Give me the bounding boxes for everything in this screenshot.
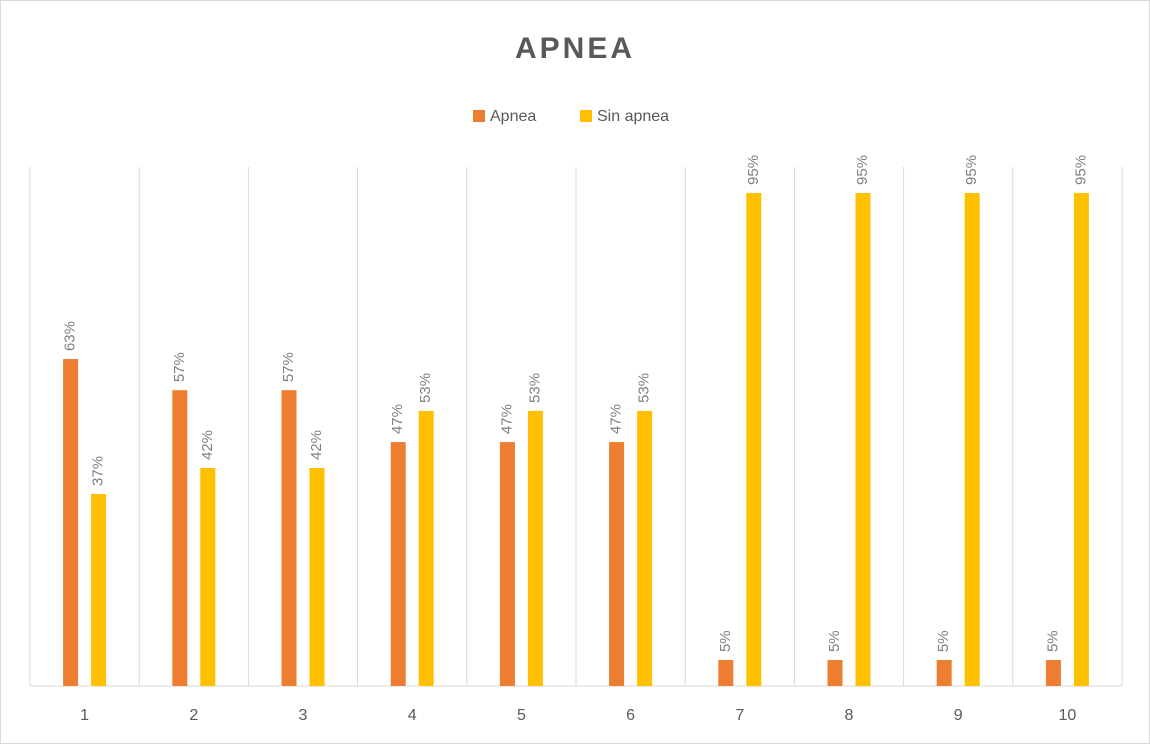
bar <box>964 192 980 686</box>
legend-swatch <box>473 110 485 122</box>
bar <box>309 468 325 686</box>
x-tick-label: 1 <box>80 707 89 724</box>
bar <box>527 410 543 686</box>
value-label: 37% <box>90 456 107 486</box>
bar <box>827 660 843 686</box>
bar <box>281 390 297 686</box>
x-tick-label: 7 <box>735 707 744 724</box>
bar <box>172 390 188 686</box>
legend-swatch <box>580 110 592 122</box>
bar <box>499 442 515 686</box>
bar <box>609 442 625 686</box>
value-label: 42% <box>308 430 325 460</box>
bar <box>200 468 216 686</box>
value-label: 63% <box>62 321 79 351</box>
value-label: 95% <box>854 155 871 185</box>
value-label: 53% <box>636 373 653 403</box>
bar <box>63 359 79 686</box>
value-label: 47% <box>389 404 406 434</box>
bar <box>390 442 406 686</box>
x-tick-label: 3 <box>299 707 308 724</box>
value-label: 47% <box>608 404 625 434</box>
value-label: 53% <box>417 373 434 403</box>
value-label: 53% <box>526 373 543 403</box>
value-label: 42% <box>199 430 216 460</box>
bar <box>1045 660 1061 686</box>
value-label: 5% <box>935 630 952 652</box>
legend-label: Apnea <box>490 108 536 125</box>
x-tick-label: 8 <box>845 707 854 724</box>
bar <box>1073 192 1089 686</box>
x-tick-label: 6 <box>626 707 635 724</box>
x-tick-label: 10 <box>1059 707 1077 724</box>
bar <box>637 410 653 686</box>
value-label: 95% <box>963 155 980 185</box>
value-label: 5% <box>717 630 734 652</box>
bar <box>936 660 952 686</box>
chart-title: APNEA <box>515 32 635 65</box>
legend-label: Sin apnea <box>597 108 669 125</box>
x-tick-label: 5 <box>517 707 526 724</box>
x-tick-label: 4 <box>408 707 417 724</box>
x-tick-label: 2 <box>189 707 198 724</box>
value-label: 5% <box>826 630 843 652</box>
bar <box>91 493 107 686</box>
value-label: 57% <box>171 352 188 382</box>
bar <box>855 192 871 686</box>
value-label: 95% <box>1072 155 1089 185</box>
value-label: 95% <box>745 155 762 185</box>
value-label: 57% <box>280 352 297 382</box>
bar <box>746 192 762 686</box>
value-label: 47% <box>498 404 515 434</box>
bar <box>418 410 434 686</box>
bar <box>718 660 734 686</box>
x-tick-label: 9 <box>954 707 963 724</box>
value-label: 5% <box>1044 630 1061 652</box>
